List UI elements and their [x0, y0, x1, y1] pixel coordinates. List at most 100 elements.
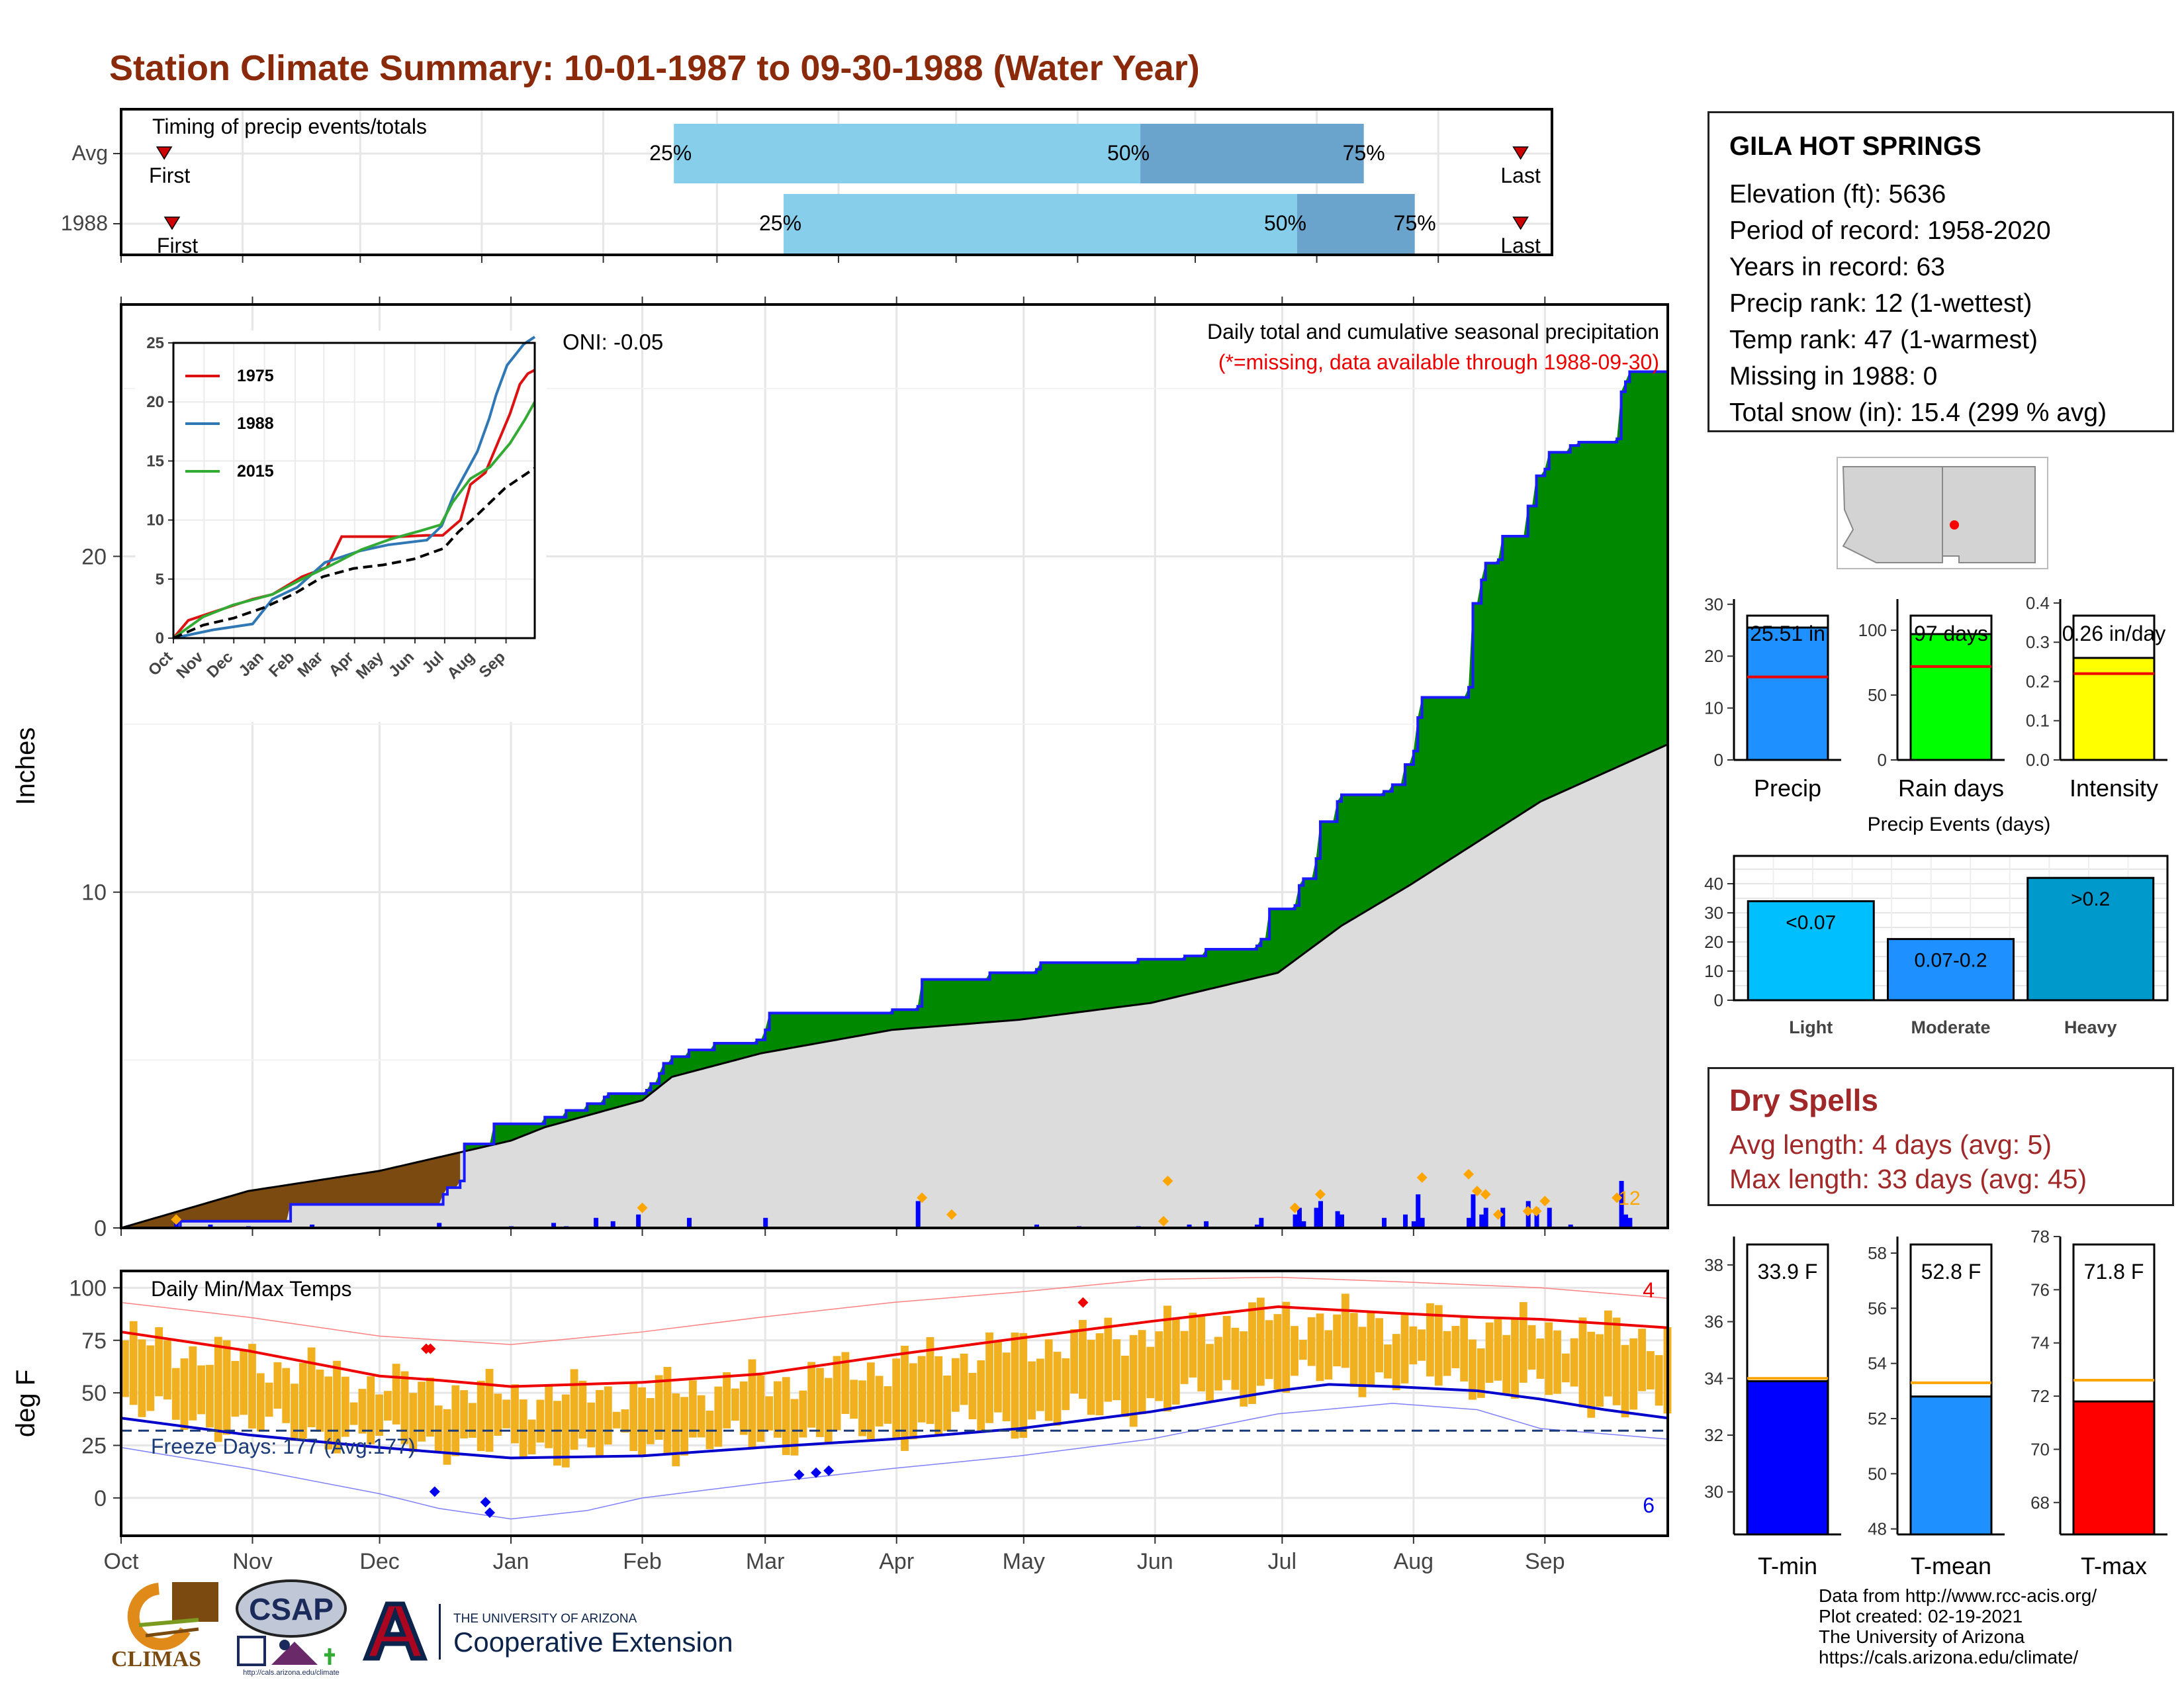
daily-temp-bar: [1265, 1320, 1273, 1380]
daily-temp-bar: [1375, 1318, 1384, 1373]
daily-temp-bar: [316, 1370, 324, 1432]
daily-temp-bar: [866, 1362, 875, 1440]
daily-temp-bar: [146, 1345, 155, 1411]
summary-y-tick-label: 30: [1704, 594, 1723, 614]
station-details: Elevation (ft): 5636 Period of record: 19…: [1729, 176, 2152, 431]
precip-y-tick-label: 0: [94, 1216, 107, 1241]
summary-value-label: 52.8 F: [1921, 1260, 1981, 1284]
daily-temp-bar: [638, 1387, 646, 1457]
temperature-summary-charts: 30 32 34 36 38 33.9 F T-min 48 50 52 54 56 58 52.8 F T…: [1704, 1227, 2167, 1579]
daily-precip-bar: [1297, 1207, 1302, 1228]
summary-y-tick-label: 0.4: [2026, 593, 2050, 613]
daily-temp-bar: [1044, 1339, 1053, 1421]
event-marker: [1480, 1189, 1491, 1200]
summary-y-tick-label: 72: [2030, 1386, 2050, 1406]
daily-temp-bar: [1646, 1351, 1655, 1389]
daily-temp-bar: [1104, 1317, 1113, 1402]
daily-temp-bar: [1519, 1302, 1527, 1383]
daily-temp-bar: [1273, 1314, 1282, 1389]
event-marker: [1158, 1215, 1169, 1227]
daily-temp-bar: [739, 1381, 748, 1435]
timing-q75-label: 75%: [1394, 211, 1436, 235]
inset-series-line: [173, 467, 536, 639]
climas-logo: CLIMAS: [111, 1582, 218, 1671]
credit-plot-created: Plot created: 02-19-2021: [1819, 1606, 2023, 1626]
daily-temp-bar: [1485, 1322, 1494, 1383]
summary-y-tick-label: 74: [2030, 1333, 2050, 1353]
daily-temp-bar: [688, 1380, 697, 1438]
temp-y-tick-label: 25: [81, 1433, 107, 1458]
daily-temp-bar: [1087, 1339, 1095, 1415]
daily-temp-bar: [1527, 1325, 1536, 1370]
station-info-box: GILA HOT SPRINGS Elevation (ft): 5636 Per…: [1707, 111, 2174, 432]
daily-temp-bar: [1469, 1339, 1477, 1400]
temp-y-tick-label: 50: [81, 1381, 107, 1406]
timing-q75-label: 75%: [1343, 141, 1385, 165]
daily-temp-bar: [909, 1363, 917, 1440]
events-y-tick-label: 0: [1714, 990, 1723, 1010]
month-label: Mar: [746, 1549, 785, 1574]
events-frame: [1733, 855, 2169, 1002]
events-y-tick-label: 10: [1704, 961, 1723, 981]
summary-y-tick-label: 58: [1868, 1243, 1887, 1263]
precip-event-bar: [1747, 900, 1875, 1002]
timing-bar-q50-q75: [1297, 194, 1415, 254]
hot-count-label: 4: [1643, 1278, 1655, 1302]
daily-temp-bar: [1392, 1334, 1400, 1391]
daily-temp-bar: [324, 1376, 333, 1450]
summary-value-label: 71.8 F: [2084, 1260, 2144, 1284]
timing-frame: [120, 108, 1553, 256]
inset-series-line: [173, 336, 536, 639]
station-line: Elevation (ft): 5636: [1729, 180, 1946, 209]
summary-y-tick-label: 0: [1714, 750, 1723, 770]
summary-category-label: Intensity: [2070, 774, 2158, 802]
inset-frame: [172, 342, 536, 639]
daily-temp-bar: [1070, 1329, 1079, 1394]
month-label: Jun: [1137, 1549, 1173, 1574]
summary-y-tick-label: 32: [1704, 1425, 1723, 1445]
event-marker: [1531, 1205, 1542, 1217]
daily-temp-bar: [901, 1346, 909, 1451]
daily-temp-bar: [1053, 1352, 1062, 1426]
inset-y-tick-label: 10: [146, 512, 164, 530]
csap-logo: CSAP http://cals.arizona.edu/climate: [236, 1579, 347, 1677]
daily-temp-bar: [1189, 1313, 1197, 1378]
daily-temp-bar: [155, 1327, 163, 1397]
summary-value-label: 0.26 in/day: [2062, 622, 2166, 645]
csap-logo-text: CSAP: [249, 1592, 334, 1626]
daily-temp-bar: [222, 1340, 231, 1435]
daily-temp-bar: [333, 1360, 341, 1454]
summary-y-tick-label: 70: [2030, 1439, 2050, 1459]
daily-temp-bar: [1256, 1297, 1265, 1386]
record-low-marker: [823, 1465, 835, 1476]
csap-url: http://cals.arizona.edu/climate: [243, 1669, 340, 1677]
daily-temp-bar: [1570, 1338, 1578, 1387]
summary-value-label: 33.9 F: [1758, 1260, 1818, 1284]
daily-temp-bar: [129, 1321, 138, 1405]
timing-bar-q50-q75: [1140, 124, 1364, 183]
daily-precip-bar: [1318, 1201, 1323, 1228]
event-marker: [1471, 1186, 1482, 1197]
inset-legend-label: 1988: [237, 414, 274, 433]
daily-temp-bar: [1409, 1326, 1418, 1365]
daily-temp-bar: [1578, 1317, 1587, 1408]
summary-category-label: Rain days: [1898, 774, 2004, 802]
first-label: First: [149, 164, 190, 187]
daily-precip-bar: [594, 1217, 599, 1228]
event-marker: [171, 1214, 182, 1225]
dry-spells-avg: Avg length: 4 days (avg: 5): [1729, 1129, 2052, 1160]
daily-temp-bar: [765, 1396, 774, 1431]
inset-y-tick-label: 20: [146, 393, 164, 411]
summary-y-tick-label: 10: [1704, 698, 1723, 718]
summary-y-tick-label: 0.2: [2026, 671, 2050, 691]
daily-temp-bar: [392, 1364, 400, 1425]
daily-temp-bar: [943, 1376, 951, 1431]
daily-temp-bar: [629, 1382, 638, 1451]
daily-precip-bar: [1314, 1207, 1319, 1228]
oni-label: ONI: -0.05: [563, 330, 663, 354]
dry-spells-max: Max length: 33 days (avg: 45): [1729, 1164, 2087, 1194]
daily-temp-bar: [1418, 1329, 1426, 1361]
precip-annotation-title: Daily total and cumulative seasonal prec…: [1207, 320, 1659, 344]
daily-temp-bar: [434, 1405, 443, 1452]
temp-y-axis-label: deg F: [11, 1370, 40, 1437]
